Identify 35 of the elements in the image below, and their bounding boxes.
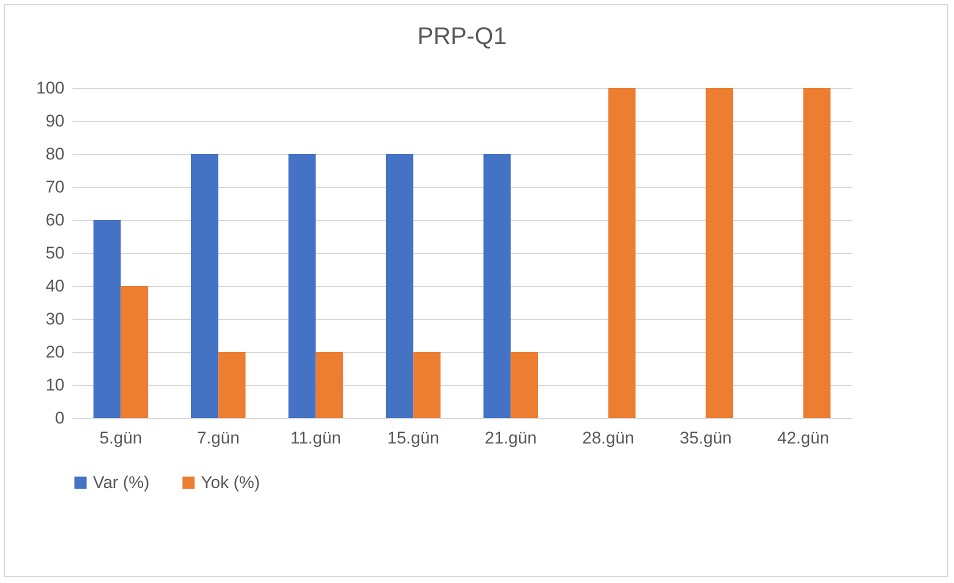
y-tick-label: 80 xyxy=(46,144,64,164)
y-tick-label: 70 xyxy=(46,178,64,196)
x-tick-label: 5.gün xyxy=(99,428,142,448)
y-tick-label: 30 xyxy=(46,310,64,328)
legend-label: Yok (%) xyxy=(201,472,260,492)
y-tick-label: 60 xyxy=(46,210,64,230)
bar xyxy=(413,352,441,418)
bar xyxy=(288,154,316,418)
y-tick-label: 50 xyxy=(46,244,64,262)
bar xyxy=(218,352,246,418)
bar xyxy=(190,154,218,418)
bar xyxy=(483,154,511,418)
bar xyxy=(93,220,121,418)
y-tick-label: 90 xyxy=(46,112,64,130)
x-tick-label: 28.gün xyxy=(582,428,634,448)
bar xyxy=(706,88,734,418)
x-tick-label: 21.gün xyxy=(484,428,537,448)
y-tick-label: 0 xyxy=(55,408,64,428)
legend-label: Var (%) xyxy=(93,472,150,492)
x-tick-label: 35.gün xyxy=(680,428,732,448)
bar xyxy=(316,352,344,418)
x-tick-label: 15.gün xyxy=(387,428,440,448)
x-tick-label: 42.gün xyxy=(777,428,830,448)
x-tick-label: 7.gün xyxy=(196,428,240,448)
bar xyxy=(386,154,414,418)
y-tick-label: 40 xyxy=(46,276,64,296)
bar xyxy=(803,88,831,418)
bar xyxy=(608,88,636,418)
chart-title: PRP-Q1 xyxy=(417,23,507,50)
y-tick-label: 100 xyxy=(36,78,64,98)
bar xyxy=(120,286,148,418)
y-tick-label: 20 xyxy=(46,342,64,362)
y-tick-label: 10 xyxy=(46,376,64,394)
bar xyxy=(510,352,538,418)
x-tick-label: 11.gün xyxy=(290,428,342,448)
